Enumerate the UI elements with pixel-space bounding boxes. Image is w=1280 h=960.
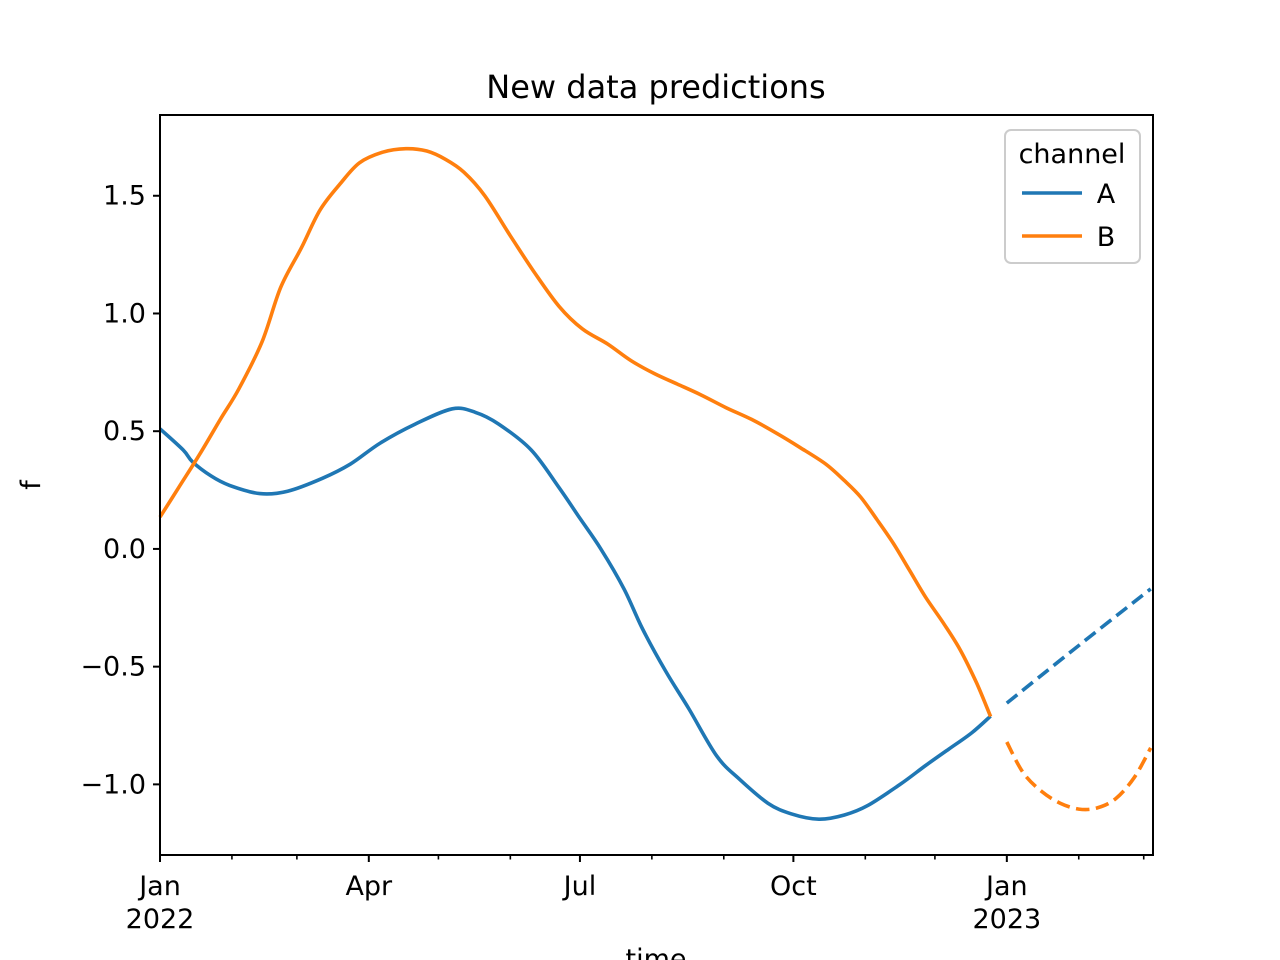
y-tick-label: 0.0 <box>103 534 146 565</box>
series-b-dashed <box>1005 741 1153 812</box>
y-tick-label: −1.0 <box>80 769 146 800</box>
plot-border <box>159 114 1154 856</box>
y-tick-label: 1.0 <box>103 298 146 329</box>
y-tick-label: 1.5 <box>103 181 146 212</box>
legend: channel A B <box>1004 129 1141 264</box>
x-tick-label: Apr <box>345 871 393 902</box>
legend-label-a: A <box>1097 179 1116 210</box>
x-tick-sublabel: 2022 <box>126 904 195 935</box>
x-tick-label: Jan <box>137 871 181 902</box>
series-a-dashed <box>1005 587 1152 705</box>
x-tick-label: Jan <box>984 871 1028 902</box>
y-axis-label: f <box>16 479 47 490</box>
series-a-solid <box>158 406 992 822</box>
y-tick-label: −0.5 <box>80 652 146 683</box>
chart-title: New data predictions <box>486 68 825 106</box>
legend-title: channel <box>1019 139 1126 170</box>
series-b-solid <box>158 146 993 718</box>
y-tick-label: 0.5 <box>103 416 146 447</box>
x-tick-label: Oct <box>770 871 817 902</box>
legend-label-b: B <box>1097 222 1116 253</box>
x-tick-label: Jul <box>562 871 597 902</box>
legend-frame <box>1004 129 1141 264</box>
x-axis-label: time <box>625 944 686 960</box>
x-tick-sublabel: 2023 <box>972 904 1041 935</box>
